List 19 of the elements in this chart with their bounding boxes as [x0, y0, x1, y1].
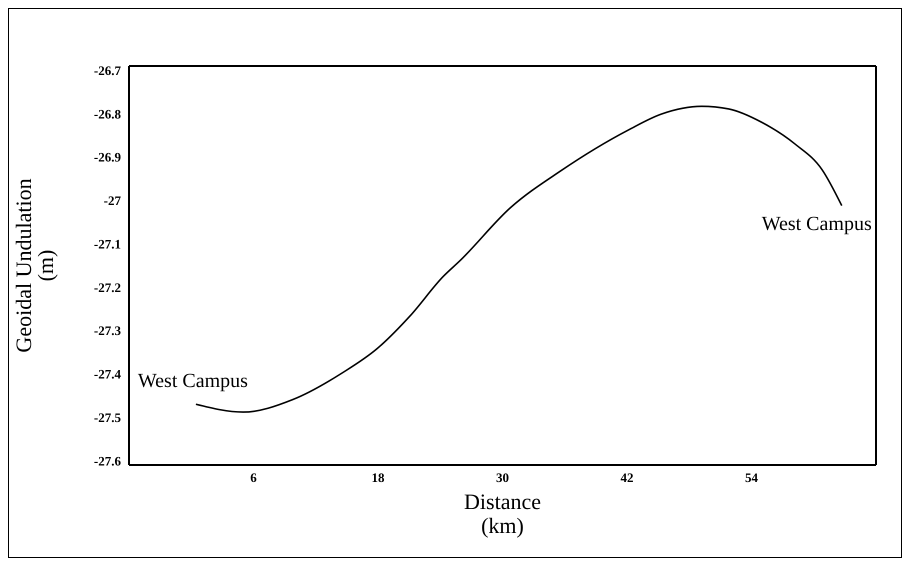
y-tick-label: -27: [104, 193, 122, 208]
y-tick-label: -27.6: [94, 453, 122, 468]
x-axis-title: Distance (km): [464, 489, 541, 538]
annotation: West Campus: [762, 213, 872, 236]
y-tick-label: -26.8: [94, 106, 122, 122]
y-tick-label: -26.7: [94, 62, 122, 78]
x-tick-label: 18: [372, 470, 385, 486]
y-axis-title: Geoidal Undulation (m): [11, 178, 58, 353]
y-tick-label: -27.4: [94, 366, 122, 382]
x-tick-label: 30: [496, 470, 509, 486]
y-tick-label: -26.9: [94, 150, 122, 165]
x-tick-label: 6: [250, 470, 258, 486]
y-tick-label: -27.2: [94, 280, 121, 295]
x-tick-label: 54: [745, 470, 758, 486]
annotation: West Campus: [138, 370, 248, 392]
y-tick-label: -27.3: [94, 323, 122, 338]
x-tick-label: 42: [620, 470, 634, 486]
y-tick-label: -27.1: [94, 236, 121, 252]
y-tick-label: -27.5: [94, 410, 122, 425]
